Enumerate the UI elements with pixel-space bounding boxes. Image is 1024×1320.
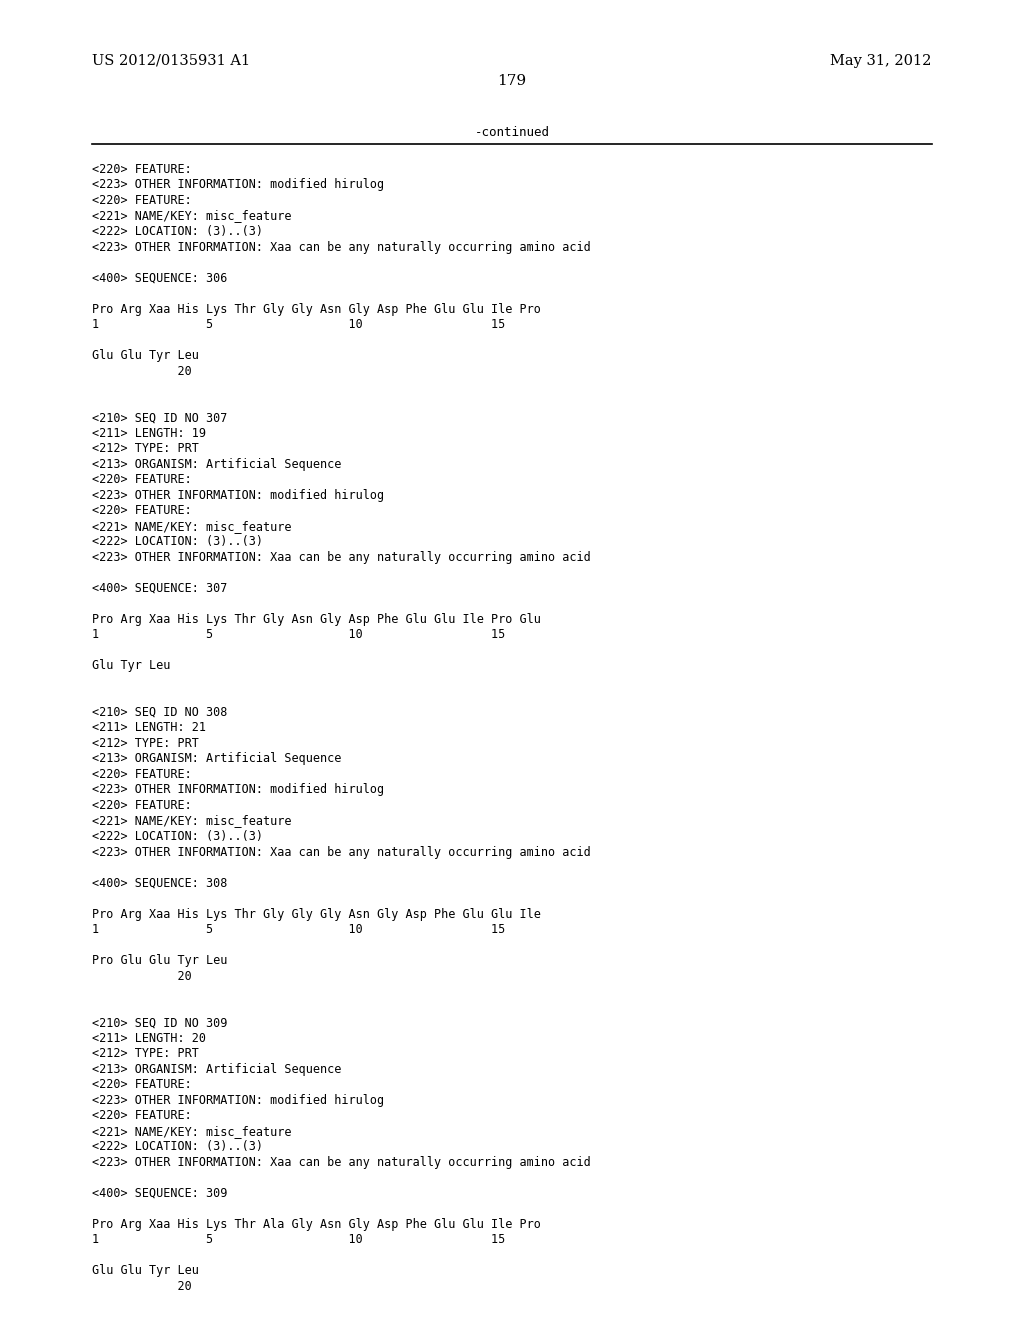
Text: <212> TYPE: PRT: <212> TYPE: PRT bbox=[92, 1047, 199, 1060]
Text: <220> FEATURE:: <220> FEATURE: bbox=[92, 504, 191, 517]
Text: Pro Arg Xaa His Lys Thr Gly Gly Gly Asn Gly Asp Phe Glu Glu Ile: Pro Arg Xaa His Lys Thr Gly Gly Gly Asn … bbox=[92, 908, 541, 920]
Text: Pro Glu Glu Tyr Leu: Pro Glu Glu Tyr Leu bbox=[92, 954, 227, 968]
Text: <223> OTHER INFORMATION: Xaa can be any naturally occurring amino acid: <223> OTHER INFORMATION: Xaa can be any … bbox=[92, 550, 591, 564]
Text: <400> SEQUENCE: 308: <400> SEQUENCE: 308 bbox=[92, 876, 227, 890]
Text: Pro Arg Xaa His Lys Thr Gly Gly Asn Gly Asp Phe Glu Glu Ile Pro: Pro Arg Xaa His Lys Thr Gly Gly Asn Gly … bbox=[92, 302, 541, 315]
Text: <211> LENGTH: 20: <211> LENGTH: 20 bbox=[92, 1032, 206, 1044]
Text: <400> SEQUENCE: 309: <400> SEQUENCE: 309 bbox=[92, 1187, 227, 1200]
Text: Pro Arg Xaa His Lys Thr Gly Asn Gly Asp Phe Glu Glu Ile Pro Glu: Pro Arg Xaa His Lys Thr Gly Asn Gly Asp … bbox=[92, 612, 541, 626]
Text: Glu Glu Tyr Leu: Glu Glu Tyr Leu bbox=[92, 348, 199, 362]
Text: <213> ORGANISM: Artificial Sequence: <213> ORGANISM: Artificial Sequence bbox=[92, 458, 342, 471]
Text: <221> NAME/KEY: misc_feature: <221> NAME/KEY: misc_feature bbox=[92, 1125, 292, 1138]
Text: <223> OTHER INFORMATION: modified hirulog: <223> OTHER INFORMATION: modified hirulo… bbox=[92, 1094, 384, 1106]
Text: 20: 20 bbox=[92, 364, 191, 378]
Text: <223> OTHER INFORMATION: Xaa can be any naturally occurring amino acid: <223> OTHER INFORMATION: Xaa can be any … bbox=[92, 1156, 591, 1168]
Text: <220> FEATURE:: <220> FEATURE: bbox=[92, 1078, 191, 1092]
Text: <210> SEQ ID NO 307: <210> SEQ ID NO 307 bbox=[92, 411, 227, 424]
Text: <222> LOCATION: (3)..(3): <222> LOCATION: (3)..(3) bbox=[92, 224, 263, 238]
Text: 20: 20 bbox=[92, 1280, 191, 1292]
Text: <223> OTHER INFORMATION: modified hirulog: <223> OTHER INFORMATION: modified hirulo… bbox=[92, 488, 384, 502]
Text: <220> FEATURE:: <220> FEATURE: bbox=[92, 194, 191, 207]
Text: 1               5                   10                  15: 1 5 10 15 bbox=[92, 628, 506, 642]
Text: <212> TYPE: PRT: <212> TYPE: PRT bbox=[92, 737, 199, 750]
Text: <400> SEQUENCE: 306: <400> SEQUENCE: 306 bbox=[92, 272, 227, 285]
Text: <221> NAME/KEY: misc_feature: <221> NAME/KEY: misc_feature bbox=[92, 520, 292, 533]
Text: <220> FEATURE:: <220> FEATURE: bbox=[92, 474, 191, 486]
Text: Glu Glu Tyr Leu: Glu Glu Tyr Leu bbox=[92, 1265, 199, 1278]
Text: <210> SEQ ID NO 309: <210> SEQ ID NO 309 bbox=[92, 1016, 227, 1030]
Text: <213> ORGANISM: Artificial Sequence: <213> ORGANISM: Artificial Sequence bbox=[92, 1063, 342, 1076]
Text: <220> FEATURE:: <220> FEATURE: bbox=[92, 799, 191, 812]
Text: <220> FEATURE:: <220> FEATURE: bbox=[92, 162, 191, 176]
Text: <223> OTHER INFORMATION: modified hirulog: <223> OTHER INFORMATION: modified hirulo… bbox=[92, 784, 384, 796]
Text: 179: 179 bbox=[498, 74, 526, 88]
Text: <212> TYPE: PRT: <212> TYPE: PRT bbox=[92, 442, 199, 455]
Text: <222> LOCATION: (3)..(3): <222> LOCATION: (3)..(3) bbox=[92, 536, 263, 548]
Text: 1               5                   10                  15: 1 5 10 15 bbox=[92, 923, 506, 936]
Text: 1               5                   10                  15: 1 5 10 15 bbox=[92, 1233, 506, 1246]
Text: <213> ORGANISM: Artificial Sequence: <213> ORGANISM: Artificial Sequence bbox=[92, 752, 342, 766]
Text: <223> OTHER INFORMATION: modified hirulog: <223> OTHER INFORMATION: modified hirulo… bbox=[92, 178, 384, 191]
Text: <211> LENGTH: 19: <211> LENGTH: 19 bbox=[92, 426, 206, 440]
Text: 20: 20 bbox=[92, 970, 191, 982]
Text: Pro Arg Xaa His Lys Thr Ala Gly Asn Gly Asp Phe Glu Glu Ile Pro: Pro Arg Xaa His Lys Thr Ala Gly Asn Gly … bbox=[92, 1218, 541, 1230]
Text: <210> SEQ ID NO 308: <210> SEQ ID NO 308 bbox=[92, 706, 227, 719]
Text: May 31, 2012: May 31, 2012 bbox=[830, 54, 932, 67]
Text: 1               5                   10                  15: 1 5 10 15 bbox=[92, 318, 506, 331]
Text: Glu Tyr Leu: Glu Tyr Leu bbox=[92, 660, 171, 672]
Text: <223> OTHER INFORMATION: Xaa can be any naturally occurring amino acid: <223> OTHER INFORMATION: Xaa can be any … bbox=[92, 240, 591, 253]
Text: <211> LENGTH: 21: <211> LENGTH: 21 bbox=[92, 722, 206, 734]
Text: -continued: -continued bbox=[474, 125, 550, 139]
Text: <400> SEQUENCE: 307: <400> SEQUENCE: 307 bbox=[92, 582, 227, 595]
Text: <222> LOCATION: (3)..(3): <222> LOCATION: (3)..(3) bbox=[92, 1140, 263, 1154]
Text: <221> NAME/KEY: misc_feature: <221> NAME/KEY: misc_feature bbox=[92, 210, 292, 223]
Text: <220> FEATURE:: <220> FEATURE: bbox=[92, 1109, 191, 1122]
Text: <221> NAME/KEY: misc_feature: <221> NAME/KEY: misc_feature bbox=[92, 814, 292, 828]
Text: <223> OTHER INFORMATION: Xaa can be any naturally occurring amino acid: <223> OTHER INFORMATION: Xaa can be any … bbox=[92, 846, 591, 858]
Text: <220> FEATURE:: <220> FEATURE: bbox=[92, 768, 191, 781]
Text: US 2012/0135931 A1: US 2012/0135931 A1 bbox=[92, 54, 250, 67]
Text: <222> LOCATION: (3)..(3): <222> LOCATION: (3)..(3) bbox=[92, 830, 263, 843]
